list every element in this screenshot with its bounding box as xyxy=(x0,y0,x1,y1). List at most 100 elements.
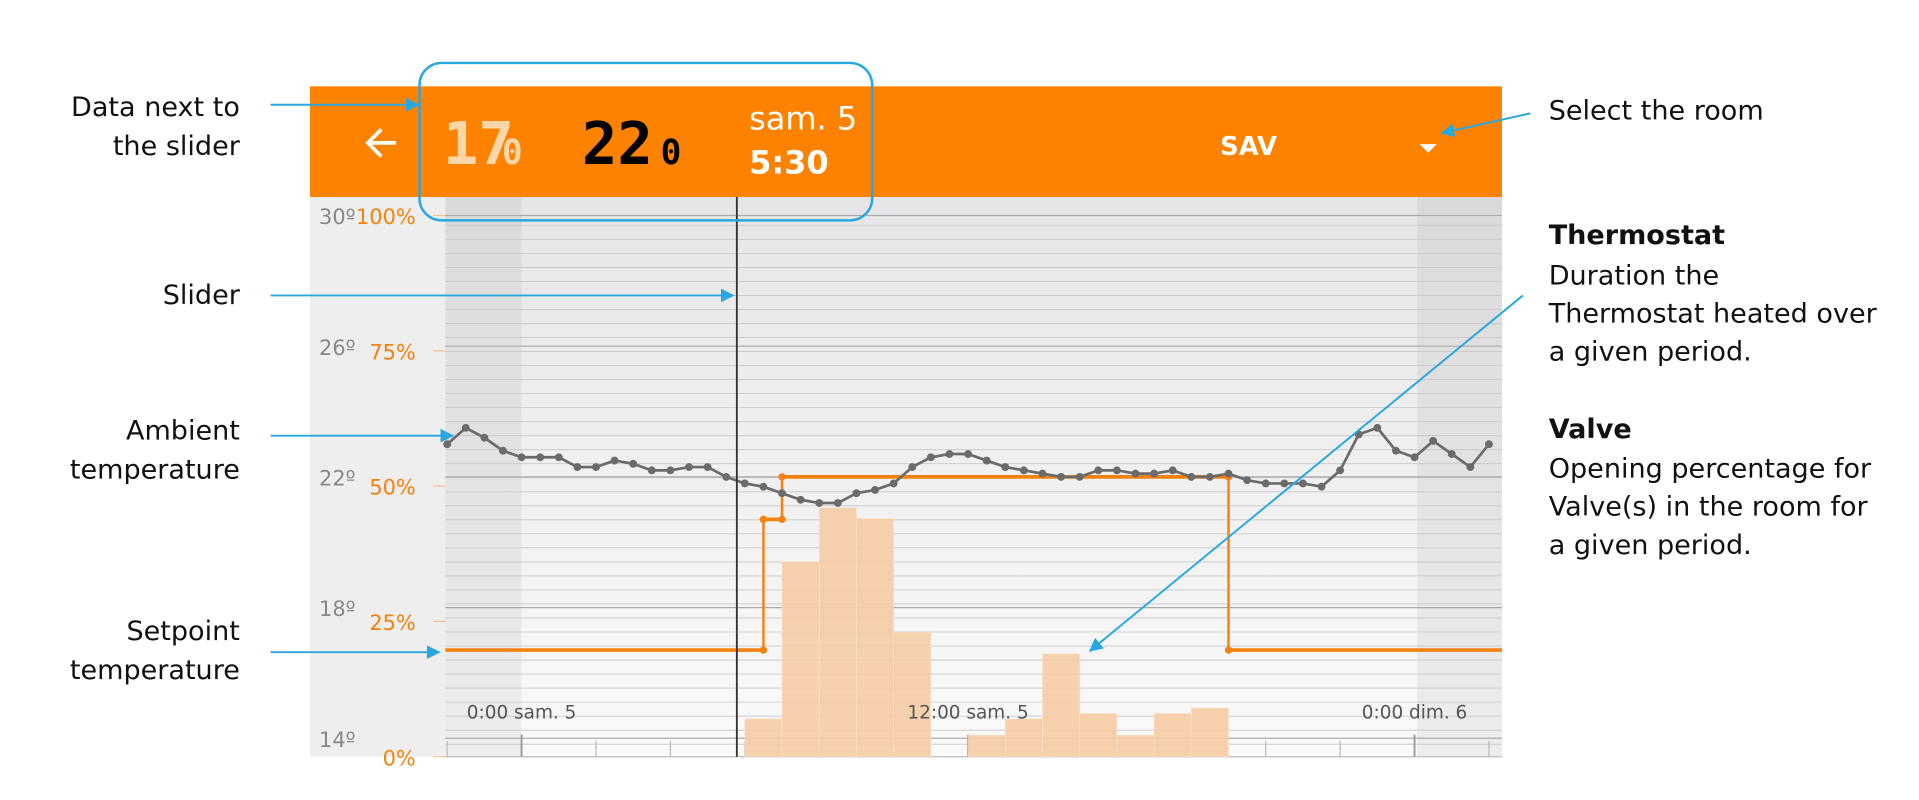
highlight-box xyxy=(418,61,874,222)
temp-tick-label: 22º xyxy=(319,466,355,490)
ambient-point xyxy=(1075,472,1084,481)
ambient-point xyxy=(1280,479,1289,488)
ambient-point xyxy=(964,450,973,458)
setpoint-decimal: 0 xyxy=(502,133,523,173)
ambient-point xyxy=(796,495,805,504)
header-bar xyxy=(309,86,1502,198)
x-tick-label: 0:00 dim. 6 xyxy=(1362,703,1468,724)
ambient-point xyxy=(1261,479,1270,488)
ambient-point xyxy=(1019,466,1028,475)
percent-tick-label: 50% xyxy=(369,476,415,500)
ambient-point xyxy=(1392,446,1400,455)
dropdown-icon[interactable] xyxy=(1419,144,1437,153)
valve-bar xyxy=(1004,718,1043,758)
ambient-point xyxy=(1243,476,1252,485)
ambient-point xyxy=(852,489,861,498)
ambient-point xyxy=(592,463,600,472)
ambient-point xyxy=(1057,472,1066,481)
setpoint-point xyxy=(1224,646,1233,654)
arrow xyxy=(1440,112,1531,138)
ambient-point xyxy=(740,479,749,488)
percent-tick-label: 25% xyxy=(369,611,415,635)
ambient-point xyxy=(926,453,935,462)
temp-tick-label: 26º xyxy=(319,336,355,360)
room-select[interactable]: SAV xyxy=(1220,132,1277,162)
valve-bar xyxy=(856,518,894,758)
ambient-point xyxy=(945,450,954,458)
ambient-point xyxy=(554,453,563,462)
annotation: Opening percentage for xyxy=(1549,453,1872,484)
ambient-point xyxy=(1336,466,1345,475)
ambient-point xyxy=(1447,450,1456,458)
valve-bar xyxy=(744,718,783,758)
annotation: Data next to xyxy=(71,92,240,123)
annotation: temperature xyxy=(70,655,240,686)
ambient-point xyxy=(1317,482,1326,491)
ambient-point xyxy=(1112,466,1121,475)
ambient-display: 22 xyxy=(582,109,653,178)
valve-bar xyxy=(1042,653,1080,758)
ambient-point xyxy=(815,499,824,507)
x-tick-label: 12:00 sam. 5 xyxy=(907,703,1028,724)
valve-bar xyxy=(893,631,932,758)
arrow xyxy=(1088,294,1524,652)
ambient-point xyxy=(443,440,452,449)
annotation: Slider xyxy=(163,280,241,311)
ambient-point xyxy=(833,499,842,507)
temp-tick-label: 30º xyxy=(319,205,355,229)
ambient-point xyxy=(1466,463,1475,472)
ambient-point xyxy=(722,472,731,481)
ambient-point xyxy=(647,466,656,475)
annotation-title: Thermostat xyxy=(1549,220,1725,251)
setpoint-point xyxy=(759,515,768,524)
ambient-point xyxy=(1373,423,1382,432)
annotation: Thermostat heated over xyxy=(1548,299,1878,330)
ambient-point xyxy=(759,482,768,491)
ambient-point xyxy=(1168,466,1177,475)
percent-tick-label: 75% xyxy=(369,340,415,364)
annotation: Select the room xyxy=(1549,96,1764,127)
valve-bar xyxy=(818,507,857,758)
ambient-point xyxy=(1410,453,1419,462)
ambient-point xyxy=(1429,437,1438,445)
annotation: a given period. xyxy=(1549,530,1752,561)
ambient-point xyxy=(610,456,619,465)
ambient-point xyxy=(778,489,786,498)
temp-tick-label: 18º xyxy=(319,597,355,621)
ambient-point xyxy=(1224,469,1233,478)
annotation: a given period. xyxy=(1549,337,1752,368)
annotation: the slider xyxy=(113,131,241,162)
annotation-title: Valve xyxy=(1549,414,1632,445)
back-button[interactable] xyxy=(365,128,397,158)
ambient-point xyxy=(499,446,507,455)
ambient-point xyxy=(1038,469,1047,478)
valve-bar xyxy=(967,734,1006,758)
valve-bar xyxy=(1191,707,1229,758)
ambient-point xyxy=(517,453,526,462)
annotation: Valve(s) in the room for xyxy=(1549,492,1869,523)
time: 5:30 xyxy=(749,144,829,182)
ambient-point xyxy=(536,453,545,462)
axis-panel xyxy=(309,197,446,757)
ambient-point xyxy=(461,423,470,432)
x-tick-label: 0:00 sam. 5 xyxy=(467,703,577,724)
annotation: Setpoint xyxy=(126,616,239,647)
ambient-point xyxy=(1298,479,1307,488)
annotation: temperature xyxy=(70,455,240,486)
ambient-point xyxy=(982,456,991,465)
valve-bar xyxy=(1116,734,1155,758)
ambient-point xyxy=(1001,463,1010,472)
annotation: Duration the xyxy=(1549,260,1719,291)
percent-tick-label: 0% xyxy=(383,746,416,770)
ambient-point xyxy=(685,463,693,472)
setpoint-display: 17 xyxy=(443,109,514,178)
temp-tick-label: 14º xyxy=(319,728,355,752)
ambient-point xyxy=(1150,469,1159,478)
arrows xyxy=(270,97,1531,660)
percent-tick-label: 100% xyxy=(356,205,416,229)
ambient-point xyxy=(871,486,879,494)
day: sam. 5 xyxy=(749,99,857,137)
valve-bar xyxy=(781,561,820,758)
